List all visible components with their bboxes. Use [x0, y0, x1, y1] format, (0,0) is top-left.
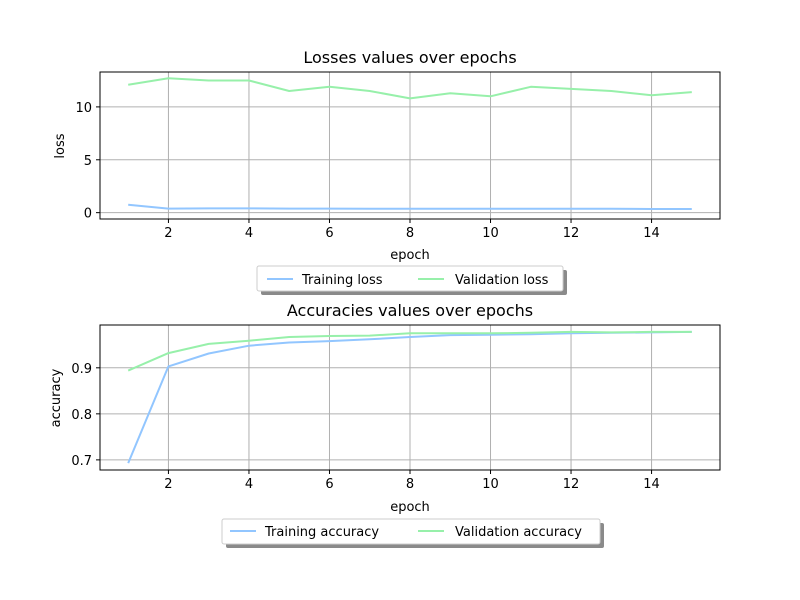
x-axis-label: epoch — [390, 500, 430, 515]
y-tick-label: 10 — [75, 101, 92, 116]
y-tick-label: 0.8 — [71, 408, 92, 423]
series-line-training-loss — [128, 203, 692, 210]
legend-box — [221, 518, 601, 545]
y-tick-label: 0 — [84, 207, 92, 222]
legend-label-training-accuracy: Training accuracy — [264, 525, 379, 540]
accuracies-chart: Accuracies values over epochs 2 4 6 8 10 12 14… — [49, 301, 721, 548]
chart-title: Accuracies values over epochs — [287, 301, 533, 320]
x-tick-label: 6 — [325, 226, 333, 241]
grid — [100, 72, 720, 219]
legend-box — [256, 265, 564, 292]
losses-chart: Losses values over epochs 2 4 6 8 10 12 14 0 5 10… — [53, 48, 721, 295]
y-tick-label: 5 — [84, 154, 92, 169]
x-tick-label: 14 — [643, 226, 660, 241]
legend-label-training-loss: Training loss — [301, 273, 383, 288]
x-tick-label: 4 — [245, 477, 253, 492]
legend-label-validation-accuracy: Validation accuracy — [455, 525, 582, 540]
grid — [100, 325, 720, 470]
x-tick-label: 6 — [325, 477, 333, 492]
x-tick-label: 8 — [406, 477, 414, 492]
legend: Training loss Validation loss — [256, 265, 567, 295]
legend-label-validation-loss: Validation loss — [455, 273, 549, 288]
legend: Training accuracy Validation accuracy — [221, 518, 604, 548]
ticks: 2 4 6 8 10 12 14 0 5 10 — [75, 101, 659, 241]
x-tick-label: 10 — [482, 477, 499, 492]
x-tick-label: 14 — [643, 477, 660, 492]
chart-title: Losses values over epochs — [303, 48, 516, 67]
x-tick-label: 12 — [563, 477, 580, 492]
y-tick-label: 0.9 — [71, 362, 92, 377]
y-axis-label: accuracy — [49, 368, 64, 427]
x-axis-label: epoch — [390, 248, 430, 263]
series-lines — [128, 77, 692, 210]
y-tick-label: 0.7 — [71, 454, 92, 469]
series-line-validation-loss — [128, 77, 692, 100]
x-tick-label: 10 — [482, 226, 499, 241]
x-tick-label: 12 — [563, 226, 580, 241]
ticks: 2 4 6 8 10 12 14 0.7 0.8 0.9 — [71, 362, 660, 492]
series-lines — [127, 330, 692, 464]
y-axis-label: loss — [53, 133, 68, 158]
x-tick-label: 2 — [164, 477, 172, 492]
x-tick-label: 4 — [245, 226, 253, 241]
x-tick-label: 2 — [164, 226, 172, 241]
x-tick-label: 8 — [406, 226, 414, 241]
series-line-validation-accuracy — [127, 330, 692, 372]
